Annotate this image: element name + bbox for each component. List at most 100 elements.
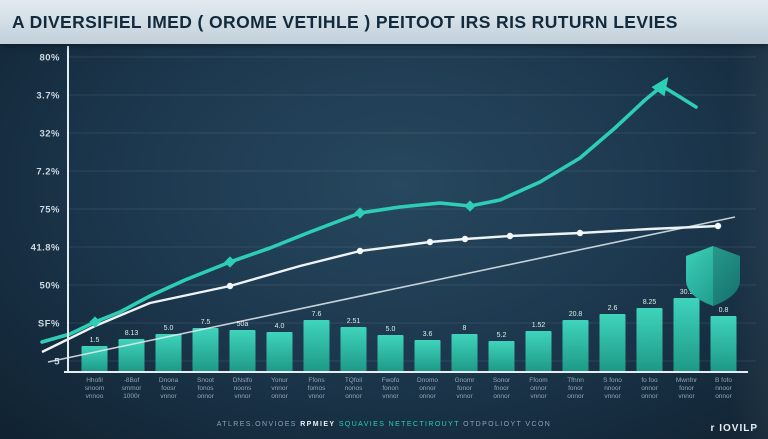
bar — [673, 298, 700, 372]
bar-value-label: 3.6 — [423, 331, 433, 338]
x-axis-label: vnnor — [604, 393, 621, 400]
y-axis-label: 80% — [39, 53, 60, 64]
x-axis-label: Fwofo — [382, 377, 400, 384]
x-axis-label: noons — [234, 385, 252, 392]
bar — [377, 335, 404, 372]
x-axis-label: vnnor — [308, 393, 325, 400]
chart-title: A DIVERSIFIEL IMED ( OROME VETIHLE ) PEI… — [12, 11, 678, 32]
bar-value-label: 20.8 — [569, 311, 583, 318]
bar-value-label: 1.52 — [532, 322, 546, 329]
bar — [303, 320, 330, 372]
x-axis-label: fomos — [308, 385, 326, 392]
x-axis-label: onnor — [419, 385, 436, 392]
x-axis-label: fonor — [457, 385, 473, 392]
x-axis-label: fonor — [568, 385, 584, 392]
x-axis-label: vnnoo — [86, 393, 104, 400]
x-axis-label: smmor — [122, 385, 143, 392]
x-axis-label: onnor — [715, 393, 732, 400]
bar-value-label: 7.5 — [201, 319, 211, 326]
x-axis-label: vnnor — [530, 393, 547, 400]
bar — [118, 339, 145, 372]
bar — [599, 314, 626, 372]
footer-caption-part: SQUAVIES NETECTIROUYT — [335, 421, 460, 428]
y-axis-label: SF% — [38, 319, 60, 330]
x-axis-label: nnoor — [715, 385, 732, 392]
x-axis-label: Ffoom — [529, 377, 547, 384]
bar — [636, 308, 663, 372]
bar — [451, 334, 478, 372]
bar-value-label: 5.2 — [497, 332, 507, 339]
bar — [155, 334, 182, 372]
x-axis-label: onnor — [271, 393, 288, 400]
line-marker-dot — [356, 247, 364, 255]
x-axis-label: B fofo — [715, 377, 732, 384]
x-axis-label: onnor — [567, 393, 584, 400]
bar — [710, 316, 737, 372]
x-axis-label: onnor — [641, 385, 658, 392]
bar-value-label: 2.51 — [347, 318, 361, 325]
x-axis-label: vnnor — [160, 393, 177, 400]
bar-value-label: 2.6 — [608, 305, 618, 312]
shield-icon — [686, 246, 740, 306]
bar-value-label: 0.8 — [719, 307, 729, 314]
diagonal-line — [47, 216, 736, 363]
y-axis-label: 50% — [39, 281, 60, 292]
x-axis-label: onnor — [197, 393, 214, 400]
line-marker-dot — [426, 238, 434, 246]
bar — [488, 341, 515, 372]
bar-value-label: 5.0 — [386, 326, 396, 333]
x-axis-label: onnor — [530, 385, 547, 392]
bar — [340, 327, 367, 372]
x-axis-label: Sonor — [493, 377, 511, 384]
x-axis-label: 1000r — [123, 393, 140, 400]
x-axis-label: fnoor — [494, 385, 510, 392]
y-axis-label: 75% — [39, 205, 60, 216]
x-axis-label: vnnor — [678, 393, 695, 400]
bar-value-label: 30.9 — [680, 289, 694, 296]
line-marker-dot — [226, 282, 234, 290]
bar-value-label: 8.13 — [125, 330, 139, 337]
footer-caption-part: OTDPOLIOYT VCON — [459, 421, 552, 428]
x-axis-label: nonos — [345, 385, 363, 392]
bar-value-label: 7.6 — [312, 311, 322, 318]
trend-arrow-icon — [651, 76, 669, 97]
bar-value-label: 8 — [463, 325, 467, 332]
x-axis-label: nnoor — [604, 385, 621, 392]
line-marker-dot — [461, 235, 469, 243]
title-bar: A DIVERSIFIEL IMED ( OROME VETIHLE ) PEI… — [0, 0, 768, 44]
line-marker-dot — [506, 232, 514, 240]
bar — [229, 330, 256, 372]
line-marker-dot — [714, 222, 722, 230]
bar-value-label: 4.0 — [275, 323, 285, 330]
bar-value-label: 1.5 — [90, 337, 100, 344]
y-axis-label: 7.2% — [36, 167, 60, 178]
x-axis-label: foosr — [161, 385, 176, 392]
x-axis-label: Dnona — [159, 377, 179, 384]
x-axis-label: Snoot — [197, 377, 214, 384]
x-axis-label: Mwnfnr — [676, 377, 698, 384]
footer-caption-part: RPMIEY — [300, 421, 336, 428]
x-axis-label: onnor — [345, 393, 362, 400]
y-axis-label: 3.7% — [36, 91, 60, 102]
x-axis-label: Gnomr — [455, 377, 476, 384]
x-axis-label: Yonur — [271, 377, 289, 384]
line-marker-diamond — [224, 256, 236, 268]
x-axis-label: Ffons — [308, 377, 325, 384]
x-axis-label: DNslfo — [233, 377, 253, 384]
y-axis-label: 32% — [39, 129, 60, 140]
footer-caption-part: ATLRES.ONVIOES — [216, 421, 301, 428]
bar — [414, 340, 441, 372]
y-axis-label: 5 — [54, 357, 60, 368]
x-axis-label: snoom — [85, 385, 105, 392]
x-axis-label: fo foo — [641, 377, 658, 384]
x-axis-label: onnor — [493, 393, 510, 400]
growth-line — [40, 84, 698, 344]
x-axis-label: S fono — [603, 377, 622, 384]
footer-caption: ATLRES.ONVIOES RPMIEY SQUAVIES NETECTIRO… — [0, 421, 768, 428]
bar — [81, 346, 108, 372]
x-axis-label: vnnor — [456, 393, 473, 400]
line-marker-dot — [576, 229, 584, 237]
bar-value-label: 50a — [237, 321, 249, 328]
